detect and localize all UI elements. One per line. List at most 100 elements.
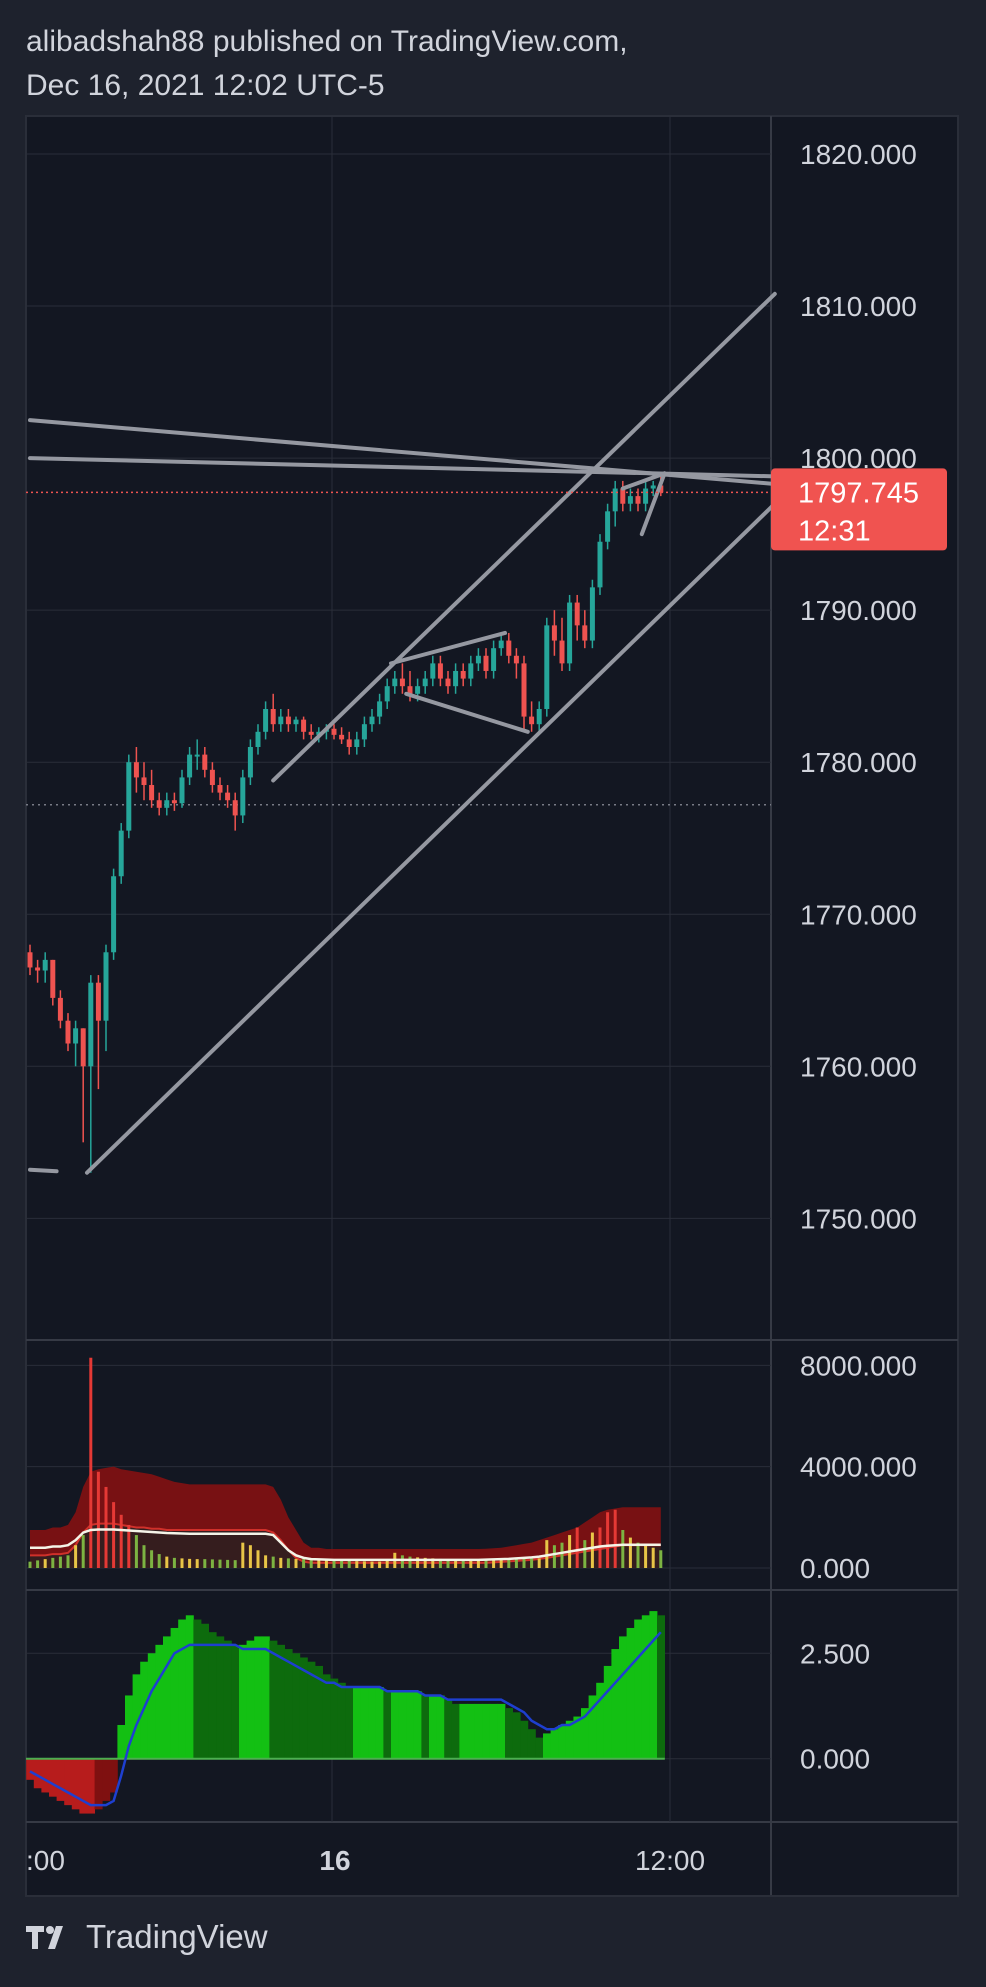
candle-body xyxy=(141,777,147,786)
oscillator-bar xyxy=(543,1733,551,1759)
candle-body xyxy=(468,663,474,679)
volume-bar xyxy=(286,1558,290,1568)
oscillator-bar xyxy=(185,1615,194,1759)
oscillator-bar xyxy=(231,1644,240,1759)
volume-bar xyxy=(590,1532,594,1568)
trendline xyxy=(404,691,530,734)
volume-bar xyxy=(522,1558,526,1568)
price-tick-label: 1820.000 xyxy=(800,139,917,170)
oscillator-bar xyxy=(360,1687,369,1759)
volume-tick-label: 0.000 xyxy=(800,1553,870,1584)
candle-body xyxy=(202,754,208,770)
volume-bar xyxy=(264,1555,268,1568)
oscillator-bar xyxy=(619,1636,627,1759)
oscillator-bar xyxy=(117,1724,126,1759)
candle-body xyxy=(582,625,588,641)
trendline xyxy=(28,456,777,479)
candle-body xyxy=(179,777,185,804)
candle-body xyxy=(187,754,193,778)
candle-body xyxy=(164,800,170,808)
volume-bar xyxy=(469,1560,473,1568)
volume-tick-label: 8000.000 xyxy=(800,1350,917,1381)
candle-body xyxy=(301,719,307,732)
candle-body xyxy=(430,663,436,679)
volume-bar xyxy=(454,1559,458,1568)
candle xyxy=(491,640,497,679)
candle xyxy=(247,739,253,786)
candle xyxy=(627,488,633,512)
volume-bar xyxy=(142,1545,146,1568)
candle xyxy=(103,944,109,1052)
oscillator-bar xyxy=(368,1687,377,1759)
price-tick-label: 1770.000 xyxy=(800,899,917,930)
oscillator-bar xyxy=(56,1758,65,1801)
candle-body xyxy=(475,655,481,664)
candle-body xyxy=(111,876,117,953)
candle-body xyxy=(407,686,413,694)
oscillator-bar xyxy=(269,1640,278,1759)
volume-bar xyxy=(233,1560,237,1568)
candle-body xyxy=(483,655,489,671)
trendline xyxy=(620,471,667,491)
candle xyxy=(285,708,291,732)
oscillator-bar xyxy=(353,1687,361,1759)
volume-bar xyxy=(530,1558,534,1568)
candle xyxy=(209,762,215,793)
candle-body xyxy=(377,701,383,717)
oscillator-bar xyxy=(315,1665,323,1759)
volume-bar xyxy=(621,1530,625,1568)
oscillator-bar xyxy=(535,1737,544,1759)
candle xyxy=(567,594,573,671)
last-price-badge xyxy=(771,468,947,551)
oscillator-tick-label: 0.000 xyxy=(800,1744,870,1775)
candle xyxy=(141,762,147,801)
candle-body xyxy=(346,739,352,748)
volume-bar xyxy=(150,1550,154,1568)
oscillator-bar xyxy=(588,1695,597,1759)
oscillator-bar xyxy=(413,1691,422,1759)
candle xyxy=(42,952,48,983)
volume-bar xyxy=(416,1557,420,1568)
candle xyxy=(339,727,345,744)
volume-bar xyxy=(28,1561,32,1568)
oscillator-bar xyxy=(581,1708,589,1759)
candle-body xyxy=(331,728,337,735)
volume-bar xyxy=(408,1556,412,1568)
oscillator-signal-line xyxy=(29,1631,662,1807)
oscillator-bar xyxy=(398,1691,407,1759)
volume-bar xyxy=(81,1535,85,1568)
volume-bar xyxy=(203,1559,207,1568)
volume-bar xyxy=(89,1357,93,1568)
oscillator-bar xyxy=(71,1758,80,1810)
candle-body xyxy=(574,602,580,626)
volume-bar xyxy=(492,1559,496,1568)
volume-bar xyxy=(157,1554,161,1568)
volume-bar xyxy=(96,1471,100,1568)
oscillator-bar xyxy=(444,1699,453,1759)
oscillator-bar xyxy=(223,1640,232,1759)
oscillator-bar xyxy=(170,1627,179,1759)
oscillator-bar xyxy=(208,1632,217,1759)
candle-body xyxy=(316,731,322,735)
candle-body xyxy=(194,754,200,757)
candle xyxy=(475,648,481,671)
candle-body xyxy=(536,708,542,725)
oscillator-bar xyxy=(436,1695,445,1759)
candle-body xyxy=(27,952,33,968)
volume-bar xyxy=(324,1560,328,1568)
volume-bar xyxy=(537,1558,541,1568)
volume-bar xyxy=(66,1555,70,1568)
candle-body xyxy=(126,762,132,831)
volume-bar xyxy=(560,1542,564,1568)
candle xyxy=(468,655,474,687)
trendline xyxy=(271,291,777,783)
oscillator-bar xyxy=(79,1758,88,1814)
candle-body xyxy=(605,511,611,542)
volume-bar xyxy=(104,1486,108,1568)
candle xyxy=(544,617,550,717)
candle xyxy=(346,731,352,755)
candle xyxy=(384,678,390,709)
volume-bar xyxy=(484,1560,488,1568)
volume-bar xyxy=(385,1560,389,1568)
